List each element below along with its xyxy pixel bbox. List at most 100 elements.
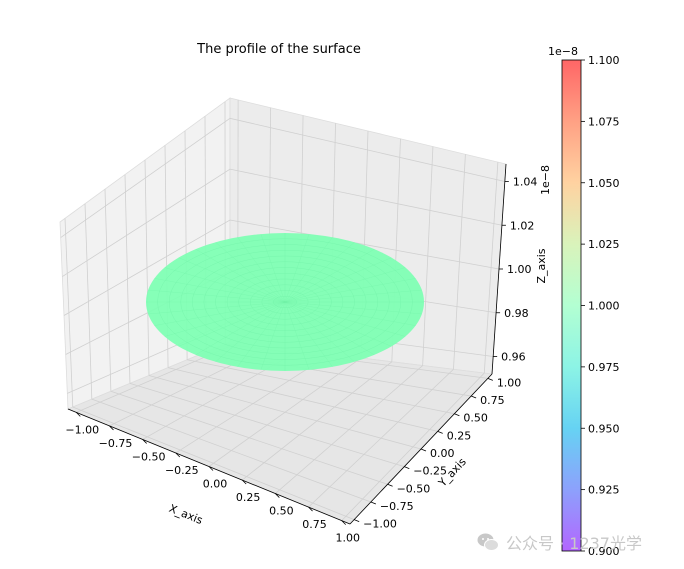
y-grid-line bbox=[187, 359, 455, 415]
x-tick-label: 0.25 bbox=[236, 491, 261, 504]
wechat-icon bbox=[477, 533, 499, 551]
surface-mesh-spoke bbox=[284, 301, 406, 337]
z-tick-label: 1.00 bbox=[507, 263, 532, 276]
y-tick-label: −0.25 bbox=[413, 465, 447, 478]
y-tick-mark bbox=[487, 378, 493, 381]
y-tick-label: 0.00 bbox=[430, 447, 455, 460]
y-grid-line bbox=[167, 367, 438, 432]
x-tick-mark bbox=[341, 520, 346, 525]
x-tick-label: 0.50 bbox=[269, 505, 294, 518]
y-tick-mark bbox=[370, 501, 377, 505]
y-tick-mark bbox=[404, 466, 410, 470]
y-tick-mark bbox=[437, 430, 443, 434]
colorbar-tick-label: 1.000 bbox=[588, 300, 620, 313]
y-tick-label: 0.50 bbox=[463, 412, 488, 425]
x-tick-label: −1.00 bbox=[65, 423, 99, 436]
surface-mesh-spoke bbox=[195, 301, 286, 356]
colorbar-tick-label: 1.100 bbox=[588, 54, 620, 67]
y-ticks: −1.00 −0.75 −0.50 −0.25 0.00 0.25 0.50 0.75 1.00 bbox=[354, 376, 521, 531]
colorbar-tick-label: 0.900 bbox=[588, 545, 620, 558]
y-grid-line bbox=[110, 390, 388, 485]
colorbar: 0.900 0.925 0.950 0.975 1.000 1.025 1.050 1.075… bbox=[548, 45, 619, 558]
y-tick-mark bbox=[470, 395, 477, 399]
z-tick-label: 1.04 bbox=[513, 176, 538, 189]
x-axis-label: X_axis bbox=[167, 502, 205, 527]
y-tick-mark bbox=[454, 413, 460, 417]
z-tick-label: 0.98 bbox=[504, 307, 529, 320]
x-tick-label: 0.00 bbox=[203, 478, 228, 491]
watermark-text: 公众号 · 1237光学 bbox=[506, 534, 642, 553]
y-tick-label: 0.75 bbox=[480, 394, 505, 407]
surface-mesh-spoke bbox=[164, 301, 286, 337]
surface-mesh-spoke bbox=[260, 301, 286, 371]
x-tick-label: −0.75 bbox=[99, 437, 133, 450]
surface-mesh-spoke bbox=[164, 267, 286, 303]
z-tick-label: 1.02 bbox=[510, 219, 534, 232]
z-grid-line bbox=[60, 117, 505, 238]
y-tick-label: −0.50 bbox=[397, 482, 431, 495]
z-grid-line bbox=[62, 168, 502, 277]
colorbar-tick-label: 0.925 bbox=[588, 484, 620, 497]
x-tick-label: 1.00 bbox=[335, 532, 360, 545]
x-ticks: −1.00−0.75−0.50−0.25 0.00 0.25 0.50 0.75 1.00 bbox=[65, 412, 360, 545]
z-tick-label: 0.96 bbox=[501, 351, 525, 364]
y-grid-line bbox=[129, 382, 405, 468]
x-tick-mark bbox=[208, 466, 214, 471]
y-tick-label: 1.00 bbox=[497, 376, 521, 389]
x-tick-mark bbox=[275, 493, 280, 498]
colorbar-tick-label: 1.050 bbox=[588, 177, 620, 190]
y-tick-mark bbox=[387, 483, 393, 487]
surface-mesh-spoke bbox=[284, 301, 392, 347]
x-tick-mark bbox=[109, 425, 114, 431]
surface-mesh-spoke bbox=[284, 267, 406, 303]
x-tick-mark bbox=[175, 452, 181, 458]
surface-mesh-spoke bbox=[154, 278, 286, 303]
y-grid-line bbox=[72, 406, 355, 520]
surface-mesh-spoke bbox=[284, 233, 310, 303]
surface-mesh-spoke bbox=[178, 257, 286, 303]
chart-title: The profile of the surface bbox=[196, 42, 361, 57]
x-tick-mark bbox=[241, 479, 247, 485]
x-tick-mark bbox=[76, 412, 81, 417]
z-ticks: 0.96 0.98 1.00 1.02 1.04 bbox=[493, 176, 537, 364]
surface-mesh-spoke bbox=[284, 301, 416, 326]
colorbar-offset-text: 1e−8 bbox=[548, 45, 578, 58]
colorbar-tick-label: 0.975 bbox=[588, 361, 620, 374]
surface-mesh-spoke bbox=[284, 248, 375, 303]
z-grid-line bbox=[63, 219, 500, 316]
x-tick-label: −0.25 bbox=[165, 464, 199, 477]
surface-mesh-spoke bbox=[148, 289, 286, 303]
surface-mesh-spoke bbox=[148, 301, 286, 315]
surface-mesh-spoke bbox=[215, 301, 286, 362]
surface-mesh-spoke bbox=[260, 233, 286, 303]
surface-mesh-spoke bbox=[284, 301, 375, 356]
surface-mesh-spoke bbox=[284, 301, 333, 367]
watermark: 公众号 · 1237光学 bbox=[476, 529, 642, 555]
y-grid-line bbox=[91, 398, 372, 503]
colorbar-tick-label: 1.075 bbox=[588, 115, 620, 128]
colorbar-tick-label: 0.950 bbox=[588, 422, 620, 435]
surface-mesh-spoke bbox=[284, 237, 333, 303]
z-axis-label: Z_axis bbox=[535, 248, 548, 283]
x-tick-label: 0.75 bbox=[302, 518, 327, 531]
surface-mesh-spoke bbox=[178, 301, 286, 347]
surface-mesh-spoke bbox=[284, 242, 355, 303]
surface-mesh-spoke bbox=[237, 237, 286, 303]
y-tick-label: −1.00 bbox=[363, 518, 397, 531]
y-tick-mark bbox=[420, 448, 427, 452]
surface-mesh-spoke bbox=[215, 242, 286, 303]
surface-disk bbox=[146, 233, 424, 371]
surface-mesh-spoke bbox=[284, 301, 355, 362]
x-tick-mark bbox=[142, 439, 147, 444]
colorbar-tick-label: 1.025 bbox=[588, 238, 620, 251]
y-tick-label: −0.75 bbox=[380, 500, 414, 513]
surface-mesh-spoke bbox=[284, 301, 422, 315]
surface-mesh-spoke bbox=[195, 248, 286, 303]
surface-mesh-spoke bbox=[284, 278, 416, 303]
y-grid-line bbox=[148, 375, 422, 450]
y-tick-label: 0.25 bbox=[447, 429, 472, 442]
surface-mesh-spoke bbox=[284, 289, 422, 303]
y-tick-mark bbox=[354, 519, 360, 522]
surface-mesh-spoke bbox=[284, 257, 392, 303]
